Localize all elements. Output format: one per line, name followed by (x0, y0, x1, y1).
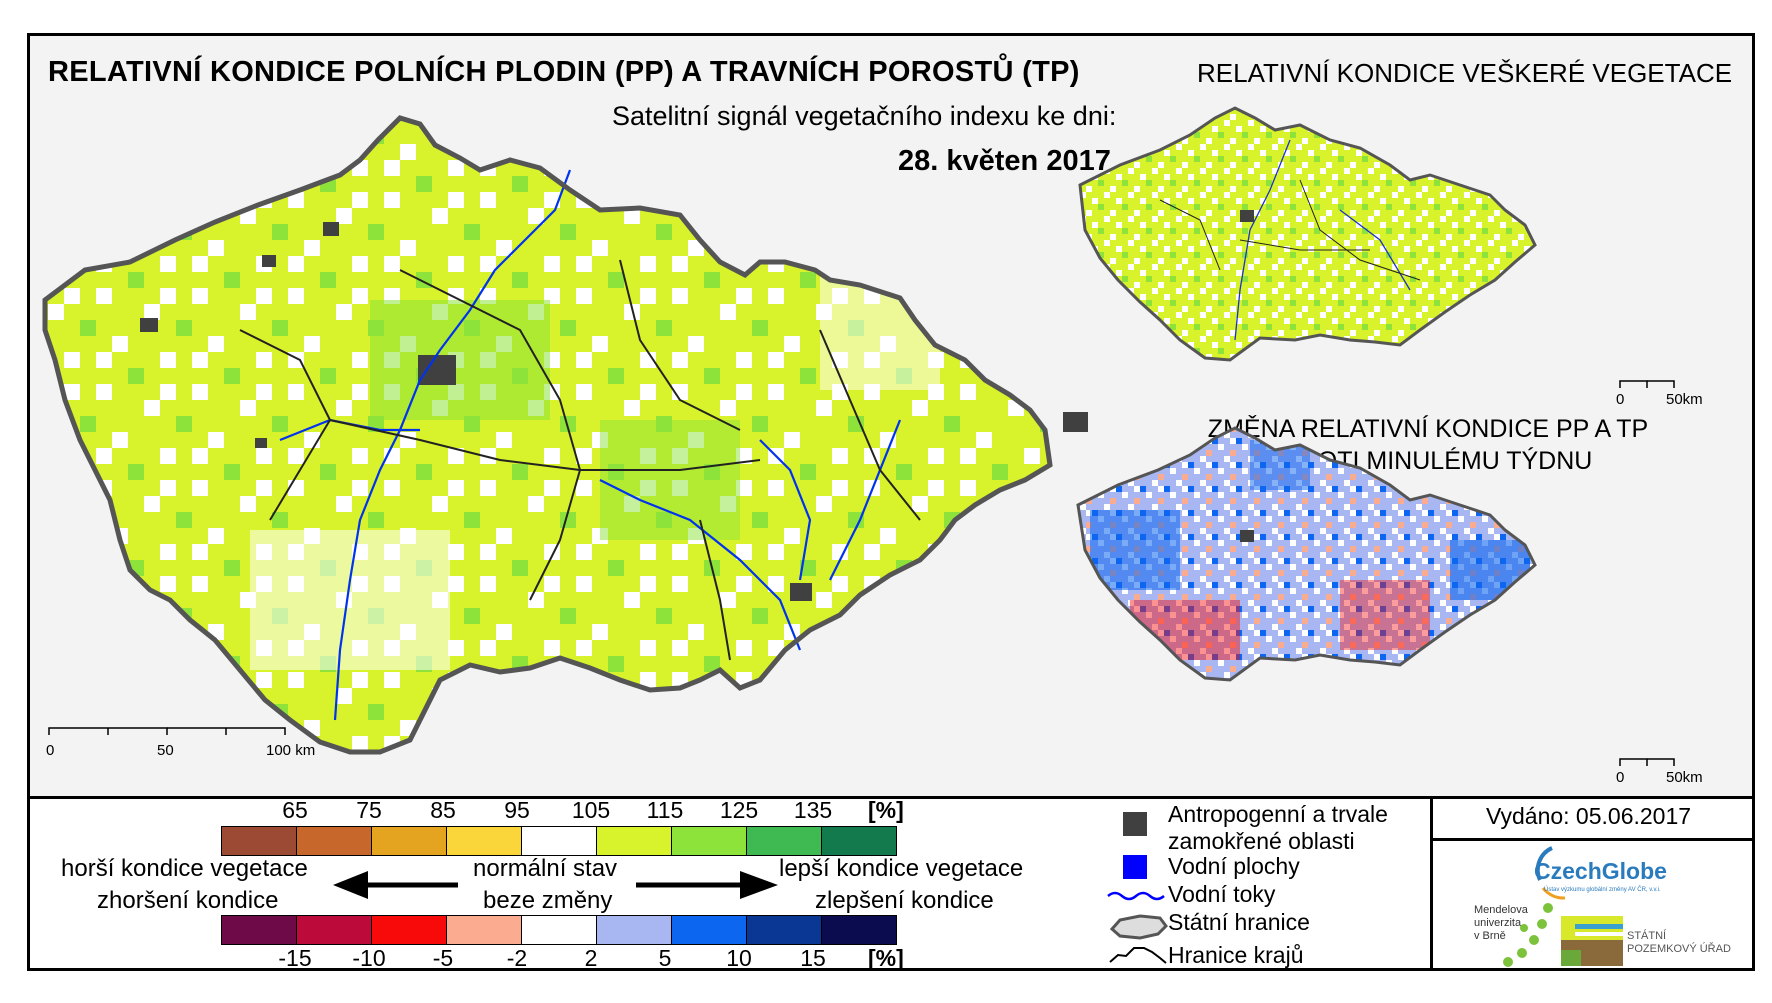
issued-divider (1430, 796, 1433, 971)
legend-divider (27, 796, 1755, 799)
main-scale-0: 0 (46, 742, 54, 759)
region-border-label: Hranice krajů (1168, 942, 1304, 968)
mendel-line3: v Brně (1474, 930, 1506, 942)
condition-swatch-8 (822, 827, 896, 855)
condition-swatch-0 (222, 827, 297, 855)
top-scale-0: 0 (1616, 391, 1624, 408)
condition-swatch-6 (672, 827, 747, 855)
change-swatch-3 (447, 916, 522, 944)
improvement-label: zlepšení kondice (815, 887, 994, 914)
czechglobe-name: CzechGlobe (1534, 858, 1667, 884)
condition-colorbar (221, 826, 897, 856)
anthropogenic-label: Antropogenní a trvale zamokřené oblasti (1168, 801, 1388, 855)
main-scale-100: 100 km (266, 742, 315, 759)
subtitle: Satelitní signál vegetačního indexu ke d… (612, 101, 1117, 131)
spu-line1: STÁTNÍ (1627, 930, 1667, 942)
change-tick-1: -10 (352, 945, 386, 971)
issued-date: Vydáno: 05.06.2017 (1486, 803, 1692, 829)
condition-tick-7: 135 (793, 797, 833, 823)
bottom-scale-50: 50km (1666, 769, 1703, 786)
condition-swatch-1 (297, 827, 372, 855)
change-swatch-8 (822, 916, 896, 944)
condition-tick-3: 95 (504, 797, 530, 823)
change-tick-7: 15 (800, 945, 826, 971)
condition-tick-1: 75 (356, 797, 382, 823)
state-border-label: Státní hranice (1168, 909, 1310, 935)
condition-swatch-5 (597, 827, 672, 855)
change-tick-4: 2 (584, 945, 598, 971)
worse-condition-label: horší kondice vegetace (61, 855, 308, 882)
date-label: 28. květen 2017 (898, 145, 1111, 177)
no-change-label: beze změny (483, 887, 613, 914)
change-tick-5: 5 (658, 945, 672, 971)
anthropogenic-line1: Antropogenní a trvale (1168, 801, 1388, 827)
condition-tick-5: 115 (646, 797, 684, 823)
change-swatch-2 (372, 916, 447, 944)
worsening-label: zhoršení kondice (97, 887, 279, 914)
water-bodies-swatch (1123, 855, 1147, 879)
condition-swatch-7 (747, 827, 822, 855)
water-streams-label: Vodní toky (1168, 881, 1276, 907)
normal-label: normální stav (473, 855, 618, 882)
mendel-logo-text: Mendelova univerzita v Brně (1474, 904, 1528, 943)
change-swatch-7 (747, 916, 822, 944)
mendel-line1: Mendelova (1474, 904, 1528, 916)
change-unit: [%] (868, 945, 904, 971)
condition-swatch-2 (372, 827, 447, 855)
vegetation-map-title: RELATIVNÍ KONDICE VEŠKERÉ VEGETACE (1197, 58, 1733, 88)
change-swatch-5 (597, 916, 672, 944)
top-scale-50: 50km (1666, 391, 1703, 408)
change-tick-2: -5 (432, 945, 454, 971)
better-condition-label: lepší kondice vegetace (779, 855, 1024, 882)
anthropogenic-swatch (1123, 812, 1147, 836)
spu-logo-text: STÁTNÍ POZEMKOVÝ ÚŘAD (1627, 930, 1731, 956)
condition-swatch-3 (447, 827, 522, 855)
change-tick-3: -2 (506, 945, 528, 971)
change-ticks: -15 -10 -5 -2 2 5 10 15 (0, 945, 900, 975)
change-swatch-1 (297, 916, 372, 944)
change-swatch-0 (222, 916, 297, 944)
condition-unit: [%] (868, 797, 904, 823)
spu-line2: POZEMKOVÝ ÚŘAD (1627, 943, 1731, 955)
condition-ticks: 65 75 85 95 105 115 125 135 (0, 797, 900, 827)
bottom-scale-0: 0 (1616, 769, 1624, 786)
change-colorbar (221, 915, 897, 945)
main-title: RELATIVNÍ KONDICE POLNÍCH PLODIN (PP) A … (48, 56, 1080, 88)
water-bodies-label: Vodní plochy (1168, 853, 1300, 879)
condition-tick-2: 85 (430, 797, 456, 823)
mendel-line2: univerzita (1474, 917, 1522, 929)
change-tick-0: -15 (278, 945, 312, 971)
change-swatch-4 (522, 916, 597, 944)
change-tick-6: 10 (726, 945, 752, 971)
condition-tick-0: 65 (282, 797, 308, 823)
issued-divider-horizontal (1430, 838, 1755, 841)
condition-tick-4: 105 (571, 797, 611, 823)
anthropogenic-line2: zamokřené oblasti (1168, 828, 1355, 854)
main-scale-50: 50 (157, 742, 174, 759)
change-title-line1: ZMĚNA RELATIVNÍ KONDICE PP A TP (1207, 415, 1649, 443)
condition-swatch-4 (522, 827, 597, 855)
czechglobe-subtitle: Ústav výzkumu globální změny AV ČR, v.v.… (1544, 887, 1661, 893)
condition-tick-6: 125 (719, 797, 759, 823)
change-swatch-6 (672, 916, 747, 944)
